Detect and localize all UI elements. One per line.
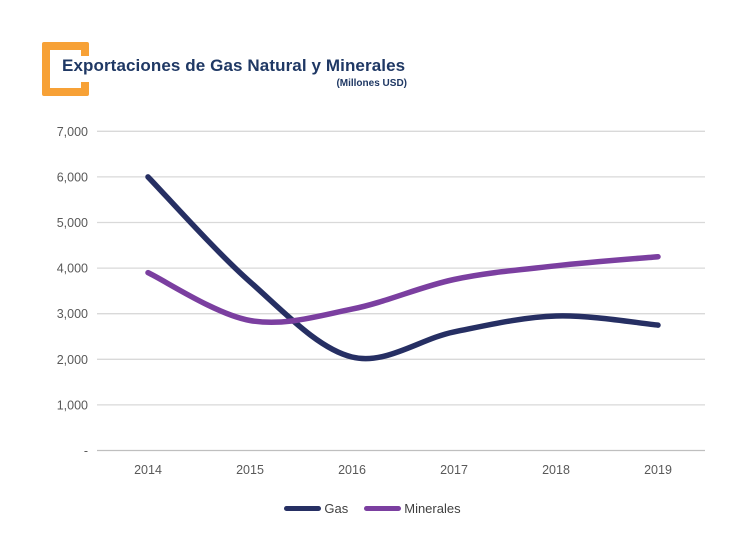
header: Exportaciones de Gas Natural y Minerales… bbox=[0, 0, 745, 110]
chart-legend: Gas Minerales bbox=[0, 501, 745, 516]
x-tick-label: 2016 bbox=[338, 463, 366, 477]
y-tick-label: 4,000 bbox=[57, 262, 88, 276]
x-tick-label: 2014 bbox=[134, 463, 162, 477]
title-block: Exportaciones de Gas Natural y Minerales… bbox=[62, 56, 407, 89]
x-tick-label: 2019 bbox=[644, 463, 672, 477]
legend-label: Minerales bbox=[404, 501, 461, 516]
legend-label: Gas bbox=[324, 501, 349, 516]
series-line-gas bbox=[145, 174, 661, 362]
x-tick-label: 2017 bbox=[440, 463, 468, 477]
legend-item-minerales: Minerales bbox=[364, 501, 461, 516]
y-tick-label: 3,000 bbox=[57, 307, 88, 321]
x-tick-label: 2015 bbox=[236, 463, 264, 477]
y-tick-label: 7,000 bbox=[57, 125, 88, 139]
chart-subtitle: (Millones USD) bbox=[336, 78, 407, 89]
series-line-minerales bbox=[145, 253, 661, 326]
y-tick-label: 1,000 bbox=[57, 398, 88, 412]
legend-item-gas: Gas bbox=[284, 501, 348, 516]
y-tick-label: 6,000 bbox=[57, 170, 88, 184]
y-tick-label: - bbox=[84, 444, 88, 458]
brand-bracket-gap bbox=[81, 56, 89, 82]
legend-swatch-minerales bbox=[364, 506, 402, 511]
legend-swatch-gas bbox=[284, 506, 322, 511]
x-tick-label: 2018 bbox=[542, 463, 570, 477]
y-tick-label: 2,000 bbox=[57, 353, 88, 367]
y-tick-label: 5,000 bbox=[57, 216, 88, 230]
chart-title: Exportaciones de Gas Natural y Minerales bbox=[62, 56, 406, 75]
brand-bracket-icon bbox=[42, 42, 89, 96]
